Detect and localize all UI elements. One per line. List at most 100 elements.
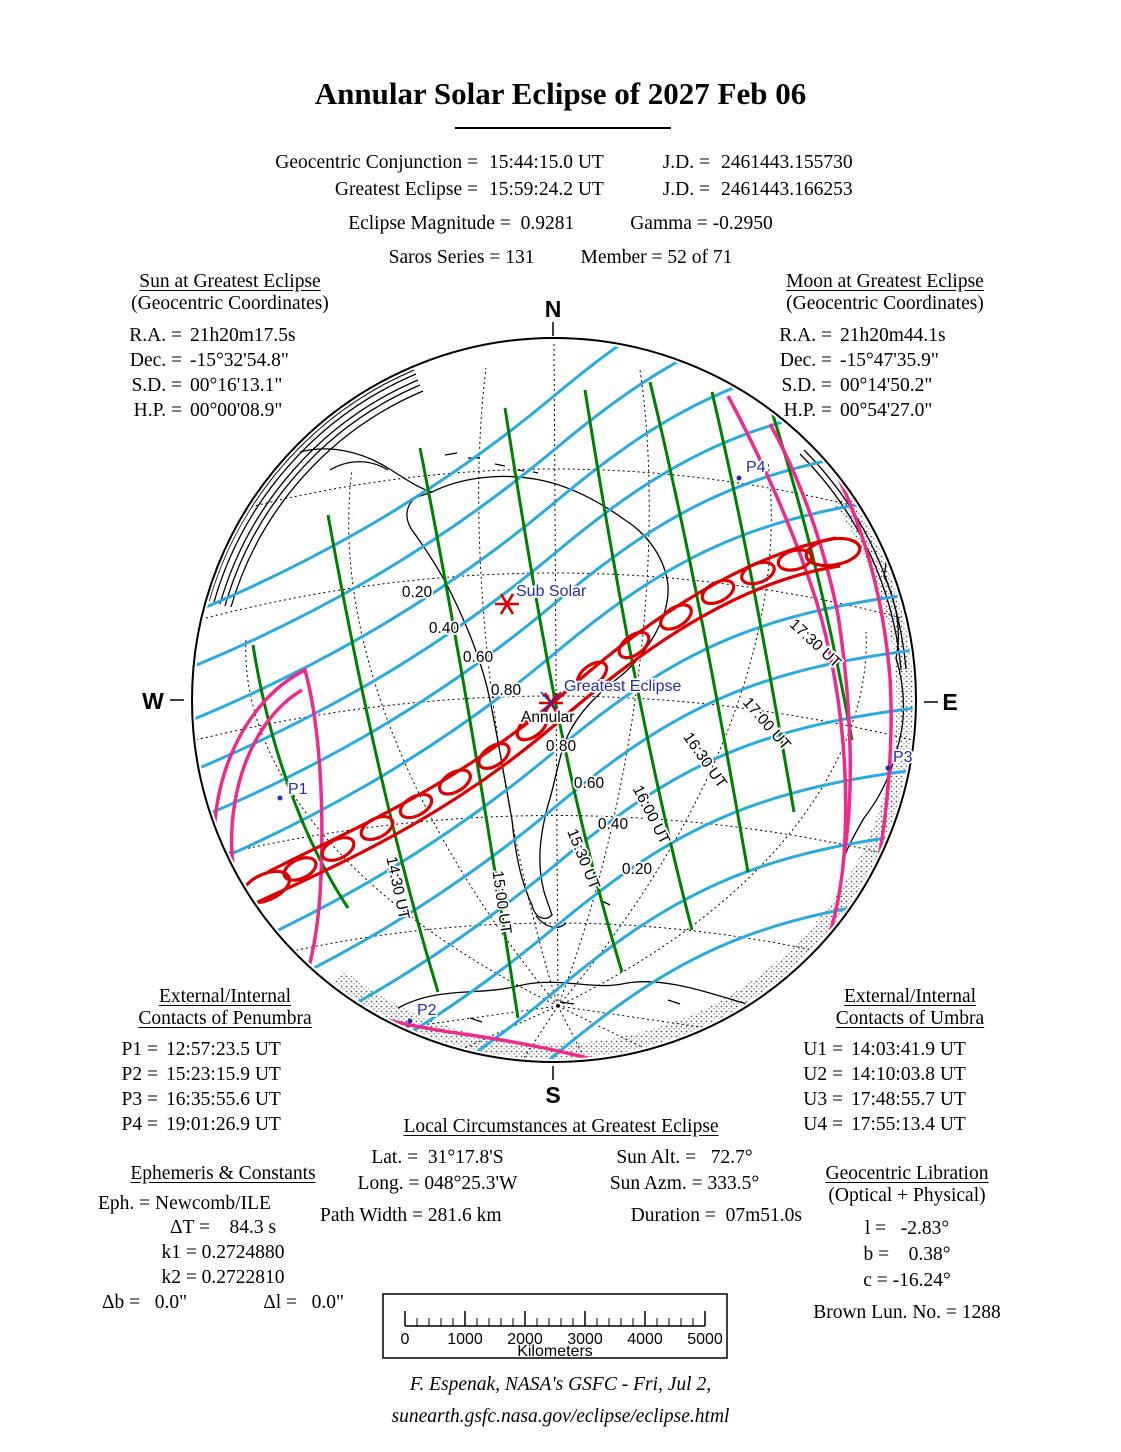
sub-solar-marker: [495, 593, 519, 615]
p4-point: [736, 475, 742, 481]
delta-b: Δb = 0.0": [102, 1292, 188, 1313]
k2-constant: k2 = 0.2722810: [161, 1267, 285, 1288]
k1-constant: k1 = 0.2724880: [161, 1242, 285, 1263]
duration: Duration = 07m51.0s: [630, 1205, 802, 1226]
mag-se-060: 0.60: [574, 775, 605, 792]
p4-row-label: P4 =: [121, 1114, 158, 1135]
penumbra-contacts-block: External/Internal Contacts of Penumbra P…: [106, 986, 344, 1136]
compass: N S W E: [142, 296, 958, 1108]
path-width: Path Width = 281.6 km: [320, 1205, 502, 1226]
delta-l: Δl = 0.0": [263, 1292, 344, 1313]
mag-nw-020: 0.20: [402, 584, 433, 601]
scale-bar: 0 1000 2000 3000 4000 5000 Kilometers: [382, 1293, 728, 1360]
p2-label: P2: [417, 1002, 437, 1019]
greatest-eclipse-marker: [539, 691, 563, 715]
compass-north: N: [545, 296, 562, 322]
sun-dec-row: Dec. = -15°32'54.8": [116, 350, 344, 372]
libration-l: l = -2.83°: [864, 1218, 950, 1239]
u4-row-value: 17:55:13.4 UT: [851, 1114, 966, 1135]
u1-row-label: U1 =: [803, 1039, 843, 1060]
sun-ra-value: 21h20m17.5s: [190, 325, 296, 346]
u3-row-value: 17:48:55.7 UT: [851, 1089, 966, 1110]
p1-point: [277, 795, 283, 801]
saros-member-line: Saros Series = 131 Member = 52 of 71: [0, 247, 1121, 269]
sun-dec-label: Dec. =: [129, 350, 182, 371]
greatest-eclipse-label: Greatest Eclipse: [564, 678, 681, 695]
jd1-value: 2461443.155730: [721, 152, 853, 173]
sun-altitude: Sun Alt. = 72.7°: [616, 1147, 753, 1168]
p1-label: P1: [288, 781, 308, 798]
penumbra-title-line2: Contacts of Penumbra: [138, 1008, 312, 1029]
ephemeris-block: Ephemeris & Constants Eph. = Newcomb/ILE…: [98, 1163, 348, 1314]
ephemeris-title: Ephemeris & Constants: [130, 1163, 316, 1184]
moon-coordinates-block: Moon at Greatest Eclipse (Geocentric Coo…: [766, 271, 1004, 422]
p1-row-label: P1 =: [121, 1039, 158, 1060]
sun-sd-row: S.D. = 00°16'13.1": [116, 375, 344, 397]
compass-west: W: [142, 688, 164, 714]
mag-nw-060: 0.60: [463, 649, 494, 666]
mag-se-080: 0.80: [546, 738, 577, 755]
scale-0: 0: [401, 1331, 410, 1348]
u1-row-value: 14:03:41.9 UT: [851, 1039, 966, 1060]
latitude: Lat. = 31°17.8'S: [371, 1147, 504, 1168]
mag-nw-040: 0.40: [429, 620, 460, 637]
p2-row-value: 15:23:15.9 UT: [166, 1064, 281, 1085]
u2-row-value: 14:10:03.8 UT: [851, 1064, 966, 1085]
libration-c: c = -16.24°: [863, 1270, 951, 1291]
sun-ra-label: R.A. =: [129, 325, 182, 346]
jd2-value: 2461443.166253: [721, 179, 853, 200]
sun-hp-row: H.P. = 00°00'08.9": [116, 400, 344, 422]
gamma: Gamma = -0.2950: [630, 213, 773, 234]
p2-row: P2 = 15:23:15.9 UT: [106, 1064, 344, 1086]
ephemeris-source: Eph. = Newcomb/ILE: [98, 1193, 271, 1214]
eclipse-magnitude: Eclipse Magnitude = 0.9281: [348, 213, 575, 234]
u2-row-label: U2 =: [803, 1064, 843, 1085]
sun-sd-value: 00°16'13.1": [190, 375, 283, 396]
scale-1000: 1000: [447, 1331, 483, 1348]
moon-block-title: Moon at Greatest Eclipse: [786, 271, 984, 292]
magnitude-gamma-line: Eclipse Magnitude = 0.9281 Gamma = -0.29…: [0, 213, 1121, 235]
sun-ra-row: R.A. = 21h20m17.5s: [116, 325, 344, 347]
p3-label: P3: [893, 749, 913, 766]
greatest-eclipse-time-label: Greatest Eclipse =: [334, 179, 478, 200]
u3-row-label: U3 =: [803, 1089, 843, 1110]
scale-4000: 4000: [627, 1331, 663, 1348]
page-title: Annular Solar Eclipse of 2027 Feb 06: [314, 76, 807, 111]
sun-block-title: Sun at Greatest Eclipse: [139, 271, 321, 292]
libration-title: Geocentric Libration: [825, 1163, 989, 1184]
moon-hp-row: H.P. = 00°54'27.0": [766, 400, 1004, 422]
scale-3000: 3000: [567, 1331, 603, 1348]
sun-block-subtitle: (Geocentric Coordinates): [131, 293, 329, 314]
credit-line: F. Espenak, NASA's GSFC - Fri, Jul 2,: [409, 1374, 712, 1395]
p3-row: P3 = 16:35:55.6 UT: [106, 1089, 344, 1111]
longitude: Long. = 048°25.3'W: [357, 1173, 518, 1194]
p3-row-label: P3 =: [121, 1089, 158, 1110]
magnitude-contour-labels: 0.20 0.40 0.60 0.80 0.80 0.60 0.40 0.20: [400, 582, 654, 880]
moon-sd-row: S.D. = 00°14'50.2": [766, 375, 1004, 397]
moon-hp-value: 00°54'27.0": [840, 400, 933, 421]
moon-ra-row: R.A. = 21h20m44.1s: [766, 325, 1004, 347]
p3-point: [885, 765, 891, 771]
libration-subtitle: (Optical + Physical): [828, 1185, 986, 1206]
delta-t: ΔT = 84.3 s: [169, 1217, 277, 1238]
sun-dec-value: -15°32'54.8": [190, 350, 289, 371]
moon-dec-value: -15°47'35.9": [840, 350, 939, 371]
scale-2000: 2000: [507, 1331, 543, 1348]
brown-lunation-number: Brown Lun. No. = 1288: [813, 1302, 1001, 1323]
eclipse-summary: Geocentric Conjunction = 15:44:15.0 UT J…: [256, 149, 881, 203]
umbra-title-line1: External/Internal: [843, 986, 977, 1007]
sub-solar-label: Sub Solar: [516, 583, 587, 600]
conjunction-label: Geocentric Conjunction =: [275, 152, 478, 173]
saros-series: Saros Series = 131: [388, 247, 535, 268]
moon-sd-value: 00°14'50.2": [840, 375, 933, 396]
sun-hp-label: H.P. =: [133, 400, 182, 421]
mag-se-040: 0.40: [598, 816, 629, 833]
scale-unit: Kilometers: [517, 1343, 593, 1360]
title-underline: [455, 127, 671, 129]
moon-block-subtitle: (Geocentric Coordinates): [786, 293, 984, 314]
saros-member: Member = 52 of 71: [580, 247, 733, 268]
u3-row: U3 = 17:48:55.7 UT: [791, 1089, 1029, 1111]
p2-row-label: P2 =: [121, 1064, 158, 1085]
